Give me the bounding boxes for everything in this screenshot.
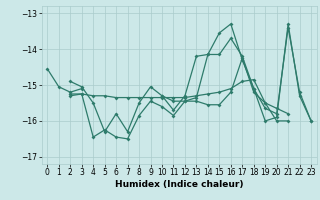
X-axis label: Humidex (Indice chaleur): Humidex (Indice chaleur) bbox=[115, 180, 244, 189]
